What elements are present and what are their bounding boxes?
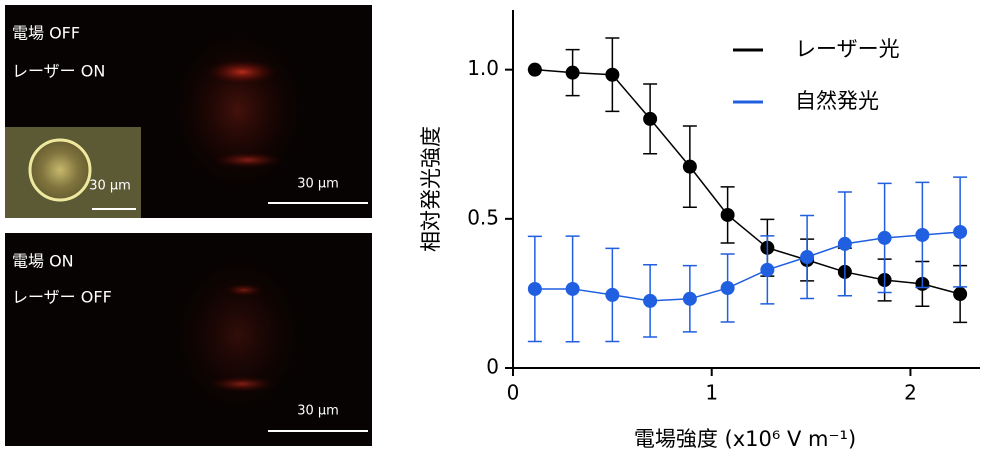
marker bbox=[528, 63, 542, 77]
marker bbox=[566, 66, 580, 80]
image-panel: 電場 ON レーザー OFF 30 μm bbox=[5, 233, 372, 446]
y-tick-label: 0.5 bbox=[467, 205, 499, 229]
marker bbox=[683, 292, 697, 306]
panel-label: レーザー ON bbox=[12, 62, 105, 81]
marker bbox=[800, 250, 814, 264]
series-line bbox=[535, 232, 960, 301]
panel-label: 電場 ON bbox=[12, 252, 74, 271]
scale-label: 30 μm bbox=[89, 179, 131, 194]
legend-label: 自然発光 bbox=[795, 89, 879, 113]
marker bbox=[721, 281, 735, 295]
marker bbox=[953, 225, 967, 239]
marker bbox=[953, 287, 967, 301]
legend-label: レーザー光 bbox=[795, 37, 900, 61]
marker bbox=[605, 68, 619, 82]
marker bbox=[760, 263, 774, 277]
y-tick-label: 0 bbox=[486, 355, 499, 379]
scale-label: 30 μm bbox=[297, 404, 339, 419]
marker bbox=[566, 282, 580, 296]
panel-label: レーザー OFF bbox=[12, 288, 112, 307]
x-tick-label: 0 bbox=[507, 381, 520, 405]
x-axis-title: 電場強度 (x10⁶ V m⁻¹) bbox=[634, 427, 856, 451]
x-tick-label: 2 bbox=[904, 381, 917, 405]
marker bbox=[643, 112, 657, 126]
scale-label: 30 μm bbox=[297, 177, 339, 192]
marker bbox=[878, 231, 892, 245]
marker bbox=[643, 294, 657, 308]
marker bbox=[528, 282, 542, 296]
marker bbox=[721, 208, 735, 222]
marker bbox=[838, 237, 852, 251]
marker bbox=[683, 160, 697, 174]
x-tick-label: 1 bbox=[705, 381, 718, 405]
image-panel: 電場 OFF レーザー ON 30 μm 30 μm bbox=[5, 5, 372, 218]
marker bbox=[605, 288, 619, 302]
y-axis-title: 相対発光強度 bbox=[419, 126, 443, 252]
y-tick-label: 1.0 bbox=[467, 56, 499, 80]
panel-label: 電場 OFF bbox=[12, 24, 80, 43]
figure: 電場 OFF レーザー ON 30 μm 30 μm 電場 ON レーザー OF… bbox=[0, 0, 981, 456]
marker bbox=[915, 228, 929, 242]
